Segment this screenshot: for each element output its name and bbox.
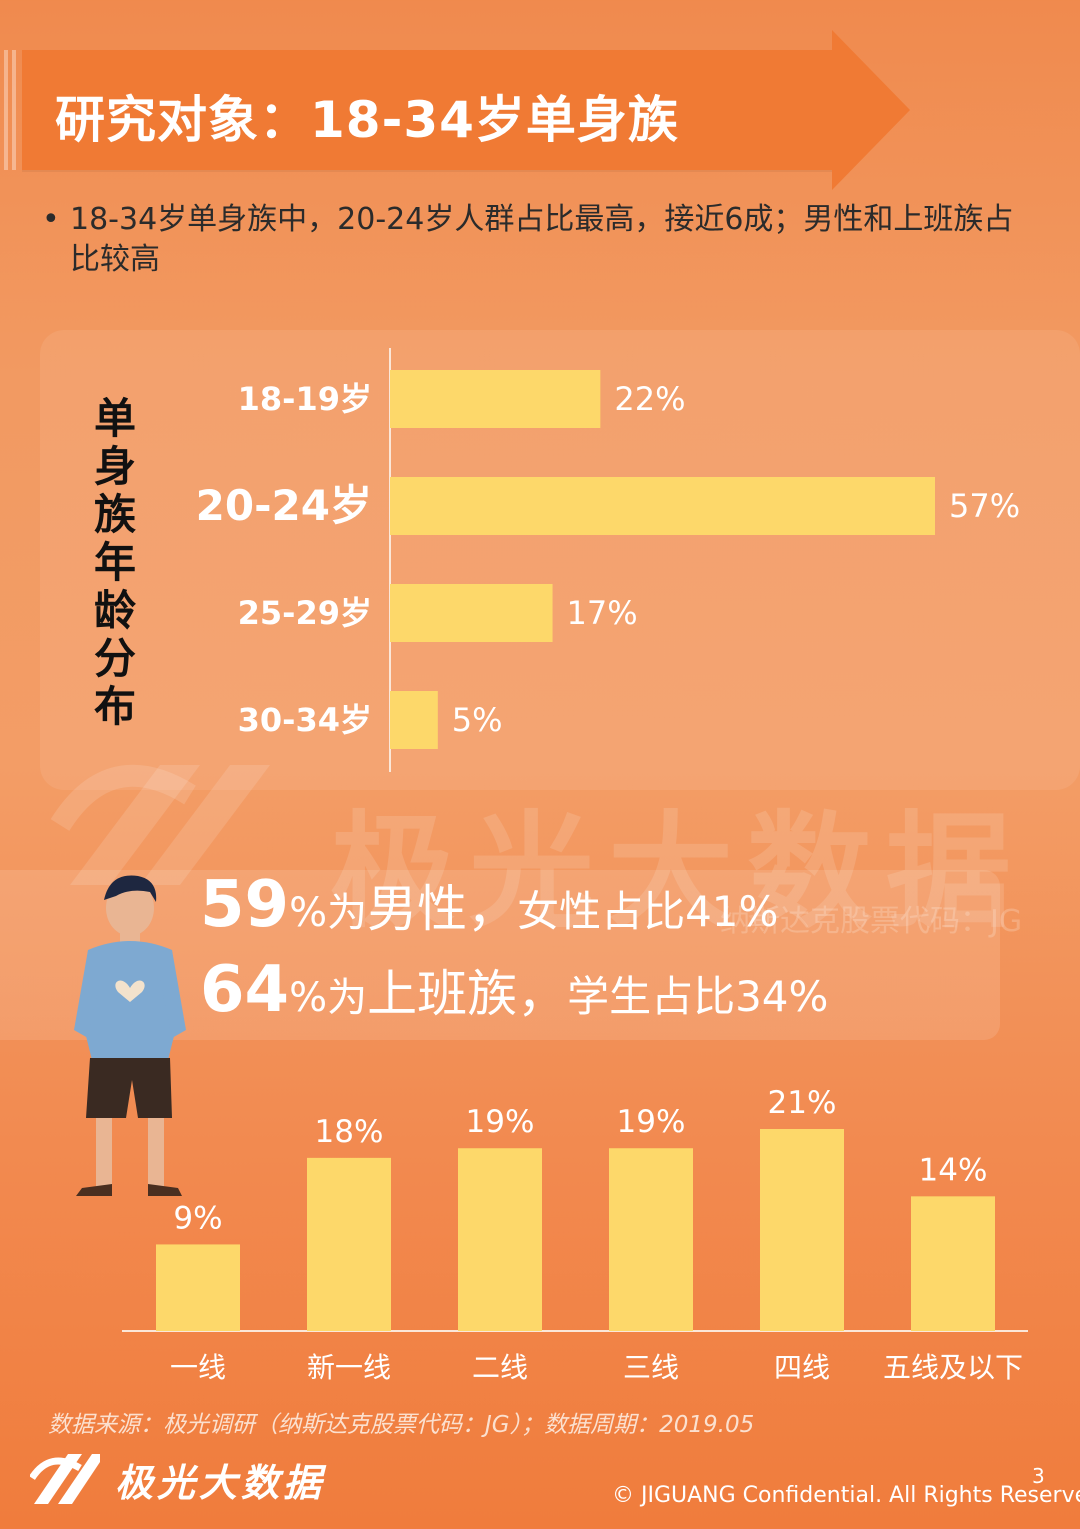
page-title: 研究对象：18-34岁单身族 [55,91,679,149]
occupation-stat: 64%为上班族，学生占比34% [200,953,828,1027]
male-label: 男性， [367,880,518,938]
vertical-label-char: 龄 [93,586,136,635]
city-category-label: 五线及以下 [883,1351,1023,1384]
city-bar [156,1244,240,1331]
brand-logo-icon [30,1454,100,1504]
age-value-label: 5% [452,701,503,739]
watermark-subtext: 纳斯达克股票代码：JG [720,904,1023,939]
age-value-label: 57% [949,487,1020,525]
male-percent-unit: %为 [289,890,368,936]
city-category-label: 三线 [623,1351,679,1384]
watermark-logo-icon [50,764,270,885]
student-stat: 学生占比34% [567,972,829,1021]
city-category-label: 四线 [774,1351,830,1384]
vertical-label-char: 分 [93,634,136,683]
brand-name: 极光大数据 [115,1461,326,1505]
age-value-label: 22% [614,380,685,418]
data-source: 数据来源：极光调研（纳斯达克股票代码：JG）；数据周期：2019.05 [48,1412,755,1438]
watermark-text: 极光大数据 [330,800,1025,945]
city-bar [609,1148,693,1331]
city-bar [911,1196,995,1331]
city-tier-bar-chart: 9% 一线 18% 新一线 19% 二线 19% 三线 21% 四线 14% 五线及以下 [122,1085,1028,1384]
vertical-label-char: 年 [93,538,136,587]
summary-text: 18-34岁单身族中，20-24岁人群占比最高，接近6成；男性和上班族占比较高 [70,202,1014,277]
city-value-label: 9% [173,1200,222,1236]
person-illustration-icon [74,875,186,1196]
summary-bullet: • 18-34岁单身族中，20-24岁人群占比最高，接近6成；男性和上班族占比较… [42,200,1032,280]
age-bar [390,477,935,535]
city-category-label: 一线 [170,1351,226,1384]
page-number: 3 [1032,1464,1045,1488]
city-value-label: 19% [466,1104,535,1140]
city-value-label: 14% [919,1152,988,1188]
header-banner [22,50,832,170]
vertical-label-char: 身 [93,442,136,491]
bullet-dot: • [42,202,60,237]
age-bar [390,370,601,428]
worker-label: 上班族， [367,965,568,1023]
copyright: © JIGUANG Confidential. All Rights Reser… [612,1483,1080,1508]
city-value-label: 18% [315,1114,384,1150]
banner-stripe [12,50,16,170]
age-category-label: 25-29岁 [238,594,372,632]
city-bar [458,1148,542,1331]
city-bar [760,1129,844,1331]
age-bar-chart: 18-19岁 22% 20-24岁 57% 25-29岁 17% 30-34岁 5% [196,348,1020,772]
vertical-label-char: 单 [93,394,136,443]
age-value-label: 17% [567,594,638,632]
worker-percent: 64 [200,953,290,1027]
city-value-label: 21% [768,1085,837,1121]
vertical-label-char: 族 [93,490,136,539]
banner-stripe [4,50,8,170]
male-percent: 59 [200,868,290,942]
female-stat: 女性占比41% [517,887,779,936]
city-bar [307,1157,391,1331]
city-category-label: 二线 [472,1351,528,1384]
gender-stat: 59%为男性，女性占比41% [200,868,778,942]
age-bar [390,691,438,749]
banner-arrow [832,30,910,190]
age-category-label: 20-24岁 [196,481,372,530]
age-category-label: 30-34岁 [238,701,372,739]
city-category-label: 新一线 [307,1351,391,1384]
vertical-label-char: 布 [93,682,136,731]
city-value-label: 19% [617,1104,686,1140]
worker-percent-unit: %为 [289,975,368,1021]
age-chart-vertical-label: 单 身 族 年 龄 分 布 [92,395,138,731]
age-category-label: 18-19岁 [238,380,372,418]
age-bar [390,584,553,642]
